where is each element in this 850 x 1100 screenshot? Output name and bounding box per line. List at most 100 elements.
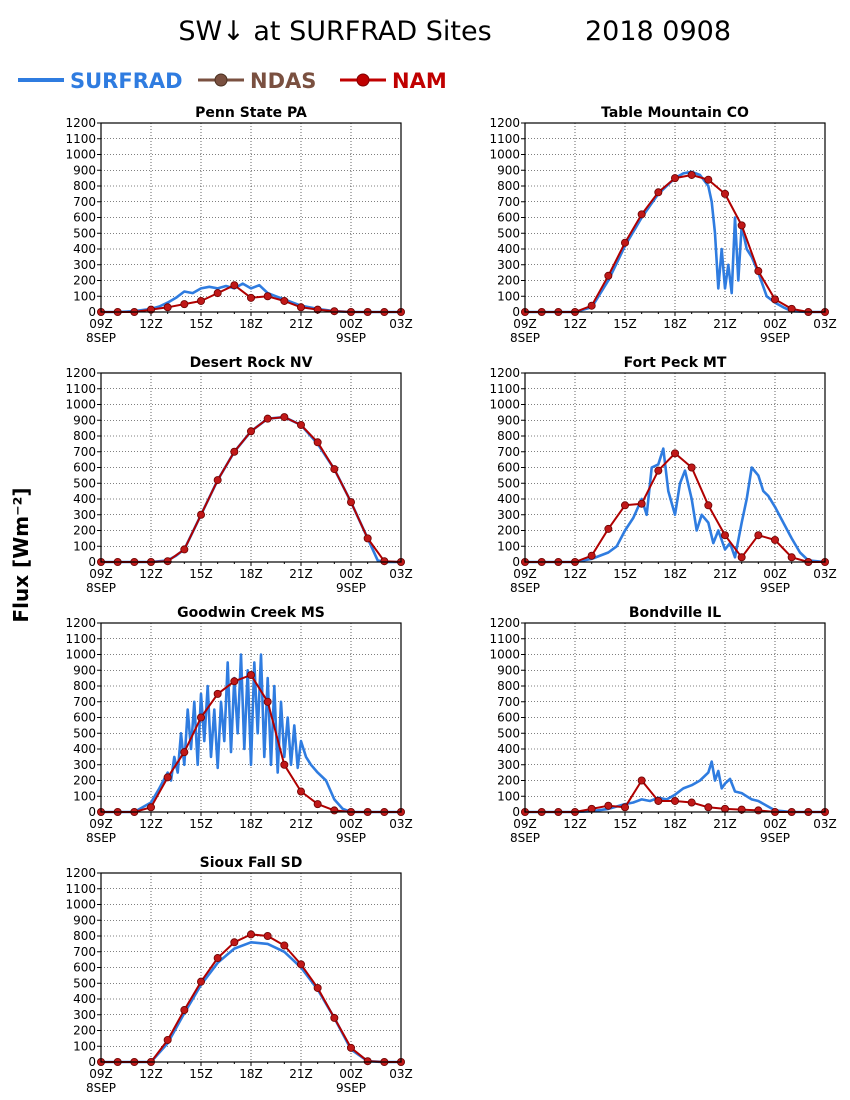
x-date-label: 9SEP bbox=[760, 831, 790, 845]
series-nam-point bbox=[246, 427, 255, 436]
y-tick-label: 700 bbox=[73, 945, 96, 959]
series-nam-point bbox=[687, 798, 696, 807]
series-nam-point bbox=[213, 476, 222, 485]
y-tick-label: 800 bbox=[497, 179, 520, 193]
panel-title: Penn State PA bbox=[195, 105, 307, 121]
series-nam-point bbox=[604, 271, 613, 280]
y-tick-label: 600 bbox=[497, 461, 520, 475]
y-tick-label: 800 bbox=[73, 679, 96, 693]
y-tick-label: 300 bbox=[73, 508, 96, 522]
y-tick-label: 900 bbox=[73, 913, 96, 927]
series-nam-point bbox=[587, 804, 596, 813]
series-nam-point bbox=[263, 292, 272, 301]
x-tick-label: 21Z bbox=[289, 317, 313, 331]
x-tick-label: 09Z bbox=[513, 567, 537, 581]
series-nam-point bbox=[704, 803, 713, 812]
panel-title: Desert Rock NV bbox=[190, 355, 313, 371]
series-nam-point bbox=[363, 534, 372, 543]
panel-title: Sioux Fall SD bbox=[200, 855, 303, 871]
series-nam-point bbox=[230, 677, 239, 686]
y-tick-label: 100 bbox=[73, 289, 96, 303]
x-date-label: 9SEP bbox=[336, 1081, 366, 1095]
x-tick-label: 09Z bbox=[89, 1067, 113, 1081]
y-axis-label: Flux [Wm⁻²] bbox=[9, 487, 33, 622]
y-tick-label: 0 bbox=[512, 305, 520, 319]
series-surfrad-line bbox=[525, 170, 825, 314]
x-tick-label: 03Z bbox=[389, 817, 413, 831]
series-nam-point bbox=[671, 449, 680, 458]
x-tick-label: 15Z bbox=[613, 567, 637, 581]
series-nam-point bbox=[180, 545, 189, 554]
series-nam-point bbox=[196, 510, 205, 519]
y-tick-label: 1100 bbox=[65, 382, 96, 396]
series-nam-point bbox=[163, 303, 172, 312]
y-tick-label: 400 bbox=[73, 742, 96, 756]
y-tick-label: 500 bbox=[73, 726, 96, 740]
y-tick-label: 900 bbox=[73, 663, 96, 677]
panel-5: Bondville IL0100200300400500600700800900… bbox=[489, 605, 836, 845]
y-tick-label: 0 bbox=[512, 555, 520, 569]
x-date-label: 9SEP bbox=[336, 331, 366, 345]
series-nam-point bbox=[704, 175, 713, 184]
x-date-label: 8SEP bbox=[86, 831, 116, 845]
y-tick-label: 800 bbox=[497, 429, 520, 443]
series-nam-point bbox=[230, 938, 239, 947]
series-nam-point bbox=[721, 804, 730, 813]
series-nam-point bbox=[671, 174, 680, 183]
y-tick-label: 200 bbox=[73, 524, 96, 538]
series-nam-point bbox=[296, 420, 305, 429]
panel-title: Fort Peck MT bbox=[624, 355, 727, 371]
x-date-label: 9SEP bbox=[760, 331, 790, 345]
series-surfrad-line bbox=[525, 447, 826, 564]
series-nam-point bbox=[737, 221, 746, 230]
y-tick-label: 200 bbox=[73, 774, 96, 788]
y-tick-label: 1100 bbox=[65, 132, 96, 146]
series-nam-point bbox=[280, 413, 289, 422]
series-nam-point bbox=[280, 941, 289, 950]
y-tick-label: 500 bbox=[497, 726, 520, 740]
series-nam-point bbox=[330, 465, 339, 474]
y-tick-label: 300 bbox=[497, 758, 520, 772]
y-tick-label: 500 bbox=[497, 476, 520, 490]
x-tick-label: 09Z bbox=[89, 567, 113, 581]
panel-1: Table Mountain CO01002003004005006007008… bbox=[489, 105, 836, 345]
series-nam-point bbox=[180, 300, 189, 309]
panel-frame bbox=[100, 872, 402, 1063]
series-nam-point bbox=[671, 796, 680, 805]
y-tick-label: 200 bbox=[497, 524, 520, 538]
panel-frame bbox=[524, 372, 826, 563]
x-tick-label: 09Z bbox=[513, 317, 537, 331]
series-nam-point bbox=[330, 1013, 339, 1022]
y-tick-label: 1200 bbox=[65, 866, 96, 880]
series-nam-point bbox=[296, 960, 305, 969]
series-nam-line bbox=[101, 933, 401, 1063]
series-nam-point bbox=[296, 303, 305, 312]
legend-marker-ndas bbox=[214, 73, 228, 87]
series-nam-point bbox=[687, 463, 696, 472]
x-tick-label: 00Z bbox=[763, 817, 787, 831]
panel-title: Bondville IL bbox=[629, 605, 721, 621]
series-nam-point bbox=[313, 983, 322, 992]
y-tick-label: 1200 bbox=[65, 366, 96, 380]
y-tick-label: 600 bbox=[73, 211, 96, 225]
y-tick-label: 900 bbox=[497, 413, 520, 427]
x-tick-label: 00Z bbox=[339, 317, 363, 331]
y-tick-label: 0 bbox=[512, 805, 520, 819]
x-tick-label: 21Z bbox=[713, 317, 737, 331]
series-nam-point bbox=[637, 499, 646, 508]
x-tick-label: 03Z bbox=[389, 1067, 413, 1081]
series-nam-point bbox=[246, 670, 255, 679]
x-tick-label: 15Z bbox=[189, 567, 213, 581]
series-nam-point bbox=[771, 535, 780, 544]
panel-3: Fort Peck MT0100200300400500600700800900… bbox=[489, 355, 836, 595]
y-tick-label: 400 bbox=[497, 242, 520, 256]
x-tick-label: 03Z bbox=[813, 317, 837, 331]
panel-frame bbox=[524, 122, 826, 313]
series-nam-point bbox=[363, 1057, 372, 1066]
y-tick-label: 1200 bbox=[489, 616, 520, 630]
series-nam-point bbox=[180, 748, 189, 757]
series-nam-point bbox=[654, 466, 663, 475]
x-tick-label: 18Z bbox=[239, 1067, 263, 1081]
y-tick-label: 1200 bbox=[65, 616, 96, 630]
x-tick-label: 12Z bbox=[563, 817, 587, 831]
